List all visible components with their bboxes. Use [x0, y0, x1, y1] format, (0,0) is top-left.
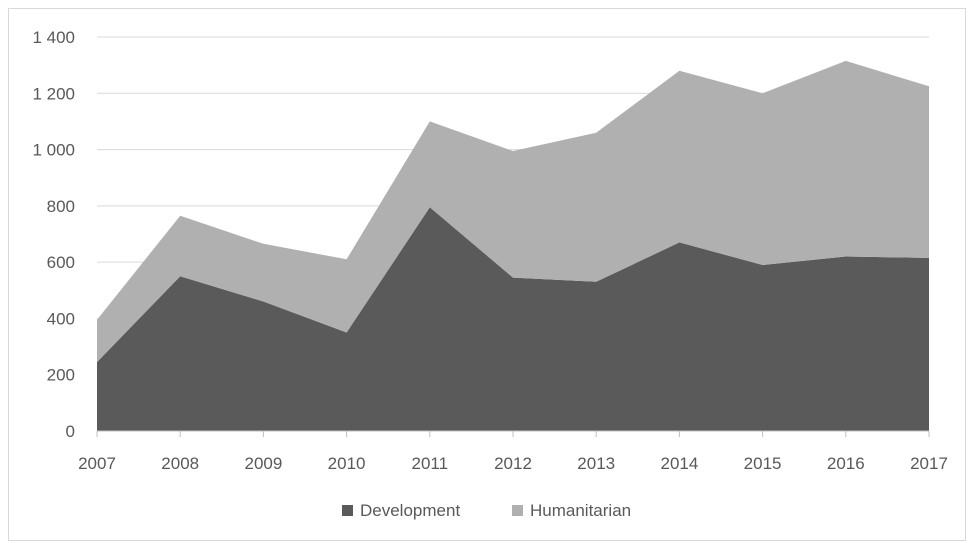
y-tick-label: 1 400 — [32, 28, 75, 47]
legend-swatch-development — [342, 505, 353, 516]
area-development — [97, 207, 929, 431]
legend-swatch-humanitarian — [512, 505, 523, 516]
y-tick-label: 400 — [47, 309, 75, 328]
legend-label-humanitarian: Humanitarian — [530, 501, 631, 520]
x-tick-label: 2008 — [161, 454, 199, 473]
x-tick-label: 2009 — [244, 454, 282, 473]
x-tick-label: 2011 — [412, 454, 449, 473]
x-tick-label: 2007 — [78, 454, 116, 473]
legend: Development Humanitarian — [342, 501, 631, 520]
area-humanitarian — [97, 60, 929, 363]
x-tick-label: 2013 — [577, 454, 615, 473]
y-tick-label: 200 — [47, 366, 75, 385]
x-tick-label: 2014 — [660, 454, 698, 473]
legend-label-development: Development — [360, 501, 460, 520]
y-tick-label: 1 000 — [32, 141, 75, 160]
y-tick-label: 0 — [66, 422, 75, 441]
x-tick-label: 2017 — [910, 454, 948, 473]
y-tick-label: 1 200 — [32, 84, 75, 103]
y-tick-label: 600 — [47, 253, 75, 272]
x-tick-label: 2010 — [328, 454, 366, 473]
x-tick-label: 2016 — [827, 454, 865, 473]
x-axis-tick-labels: 2007 2008 2009 2010 2011 2012 2013 2014 2015 2016… — [78, 454, 948, 473]
x-tick-label: 2015 — [744, 454, 782, 473]
axes — [96, 430, 930, 437]
y-axis-tick-labels: 0 200 400 600 800 1 000 1 200 1 400 — [32, 28, 75, 441]
x-tick-label: 2012 — [494, 454, 532, 473]
y-tick-label: 800 — [47, 197, 75, 216]
area-series — [97, 60, 929, 431]
